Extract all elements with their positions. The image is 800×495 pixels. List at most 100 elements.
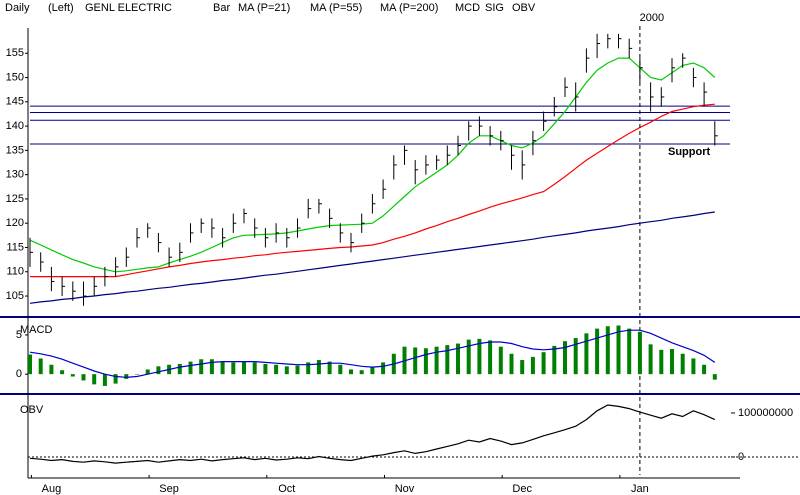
- macd-bar: [242, 361, 246, 375]
- y-tick-label: 120: [6, 217, 24, 229]
- macd-bar: [445, 345, 450, 375]
- macd-bar: [413, 347, 418, 375]
- macd-bar: [680, 353, 685, 375]
- x-tick-label: Jan: [631, 483, 649, 495]
- y-tick-label: 110: [6, 266, 24, 278]
- macd-bar: [199, 359, 204, 375]
- y-tick-label: 155: [6, 47, 24, 59]
- macd-bar: [605, 326, 610, 375]
- macd-bar: [530, 356, 535, 375]
- macd-bar: [616, 325, 621, 375]
- y-tick-label: 130: [6, 169, 24, 181]
- macd-bar: [552, 345, 557, 375]
- macd-bar: [102, 374, 107, 386]
- level-label: Support: [668, 146, 710, 158]
- macd-bar: [38, 358, 43, 375]
- macd-bar: [188, 361, 193, 375]
- y-tick-label: 100000000: [738, 407, 793, 419]
- legend-ma200: MA (P=200): [380, 2, 438, 14]
- macd-bar: [274, 364, 279, 375]
- chart-title: GENL ELECTRIC: [85, 2, 172, 14]
- obv-line: [29, 404, 716, 464]
- macd-bar: [595, 328, 600, 375]
- legend-ma21: MA (P=21): [238, 2, 290, 14]
- y-tick-label: 105: [6, 290, 24, 302]
- ma-line: [29, 211, 715, 304]
- legend-signal: SIG: [485, 2, 504, 14]
- panel-title: MACD: [20, 324, 52, 336]
- macd-bar: [92, 374, 97, 385]
- year-label: 2000: [640, 12, 664, 24]
- macd-bar: [156, 366, 161, 375]
- macd-bar: [338, 364, 343, 375]
- ma-line: [30, 103, 715, 278]
- macd-bar: [488, 340, 493, 375]
- macd-bar: [498, 346, 503, 375]
- macd-bar: [702, 364, 707, 375]
- ma-line: [29, 57, 716, 273]
- macd-bar: [563, 341, 567, 375]
- signal-line: [29, 329, 716, 378]
- macd-bar: [509, 353, 514, 375]
- macd-bar: [584, 333, 589, 375]
- macd-bar: [659, 349, 664, 375]
- macd-bar: [573, 338, 578, 375]
- macd-bar: [520, 360, 525, 375]
- macd-bar: [263, 363, 268, 375]
- macd-bar: [316, 360, 321, 375]
- macd-bar: [712, 374, 717, 380]
- macd-bar: [327, 361, 332, 375]
- legend-macd: MCD: [455, 2, 480, 14]
- y-tick-label: 150: [6, 71, 24, 83]
- y-tick-label: 140: [6, 120, 24, 132]
- macd-bar: [434, 346, 439, 375]
- macd-bar: [370, 367, 375, 375]
- macd-bar: [637, 331, 642, 375]
- y-tick-label: 125: [6, 193, 24, 205]
- macd-bar: [295, 365, 300, 375]
- macd-bar: [220, 361, 225, 375]
- macd-bar: [670, 349, 674, 375]
- macd-bar: [145, 369, 150, 375]
- scale-label: (Left): [48, 2, 74, 14]
- macd-bar: [466, 339, 471, 375]
- macd-bar: [177, 363, 182, 375]
- macd-bar: [284, 366, 289, 375]
- macd-bar: [691, 358, 696, 375]
- macd-bar: [60, 370, 65, 375]
- y-tick-label: 145: [6, 96, 24, 108]
- macd-bar: [231, 362, 236, 375]
- period-label: Daily: [5, 2, 30, 14]
- x-tick-label: Oct: [278, 483, 295, 495]
- y-tick-label: 115: [6, 241, 24, 253]
- macd-bar: [349, 369, 353, 375]
- macd-bar: [70, 374, 75, 377]
- x-tick-label: Sep: [159, 483, 179, 495]
- macd-bar: [627, 328, 632, 375]
- macd-bar: [28, 354, 32, 375]
- macd-bar: [648, 344, 653, 375]
- macd-bar: [306, 362, 311, 375]
- macd-bar: [456, 343, 460, 375]
- macd-bar: [209, 359, 214, 375]
- y-tick-label: 5: [16, 329, 22, 341]
- legend-obv: OBV: [512, 2, 536, 14]
- y-tick-label: 0: [16, 368, 22, 380]
- macd-bar: [49, 364, 54, 375]
- macd-bar: [359, 370, 364, 375]
- macd-bar: [113, 374, 118, 384]
- x-tick-label: Nov: [395, 483, 415, 495]
- macd-bar: [252, 362, 257, 375]
- panel-title: OBV: [20, 404, 44, 416]
- macd-bar: [381, 362, 386, 375]
- macd-bar: [541, 352, 546, 375]
- y-tick-label: 135: [6, 144, 24, 156]
- legend-bar: Bar: [213, 2, 230, 14]
- macd-bar: [423, 348, 428, 375]
- x-tick-label: Dec: [512, 483, 532, 495]
- macd-bar: [81, 374, 86, 381]
- x-tick-label: Aug: [42, 483, 62, 495]
- macd-bar: [124, 374, 129, 379]
